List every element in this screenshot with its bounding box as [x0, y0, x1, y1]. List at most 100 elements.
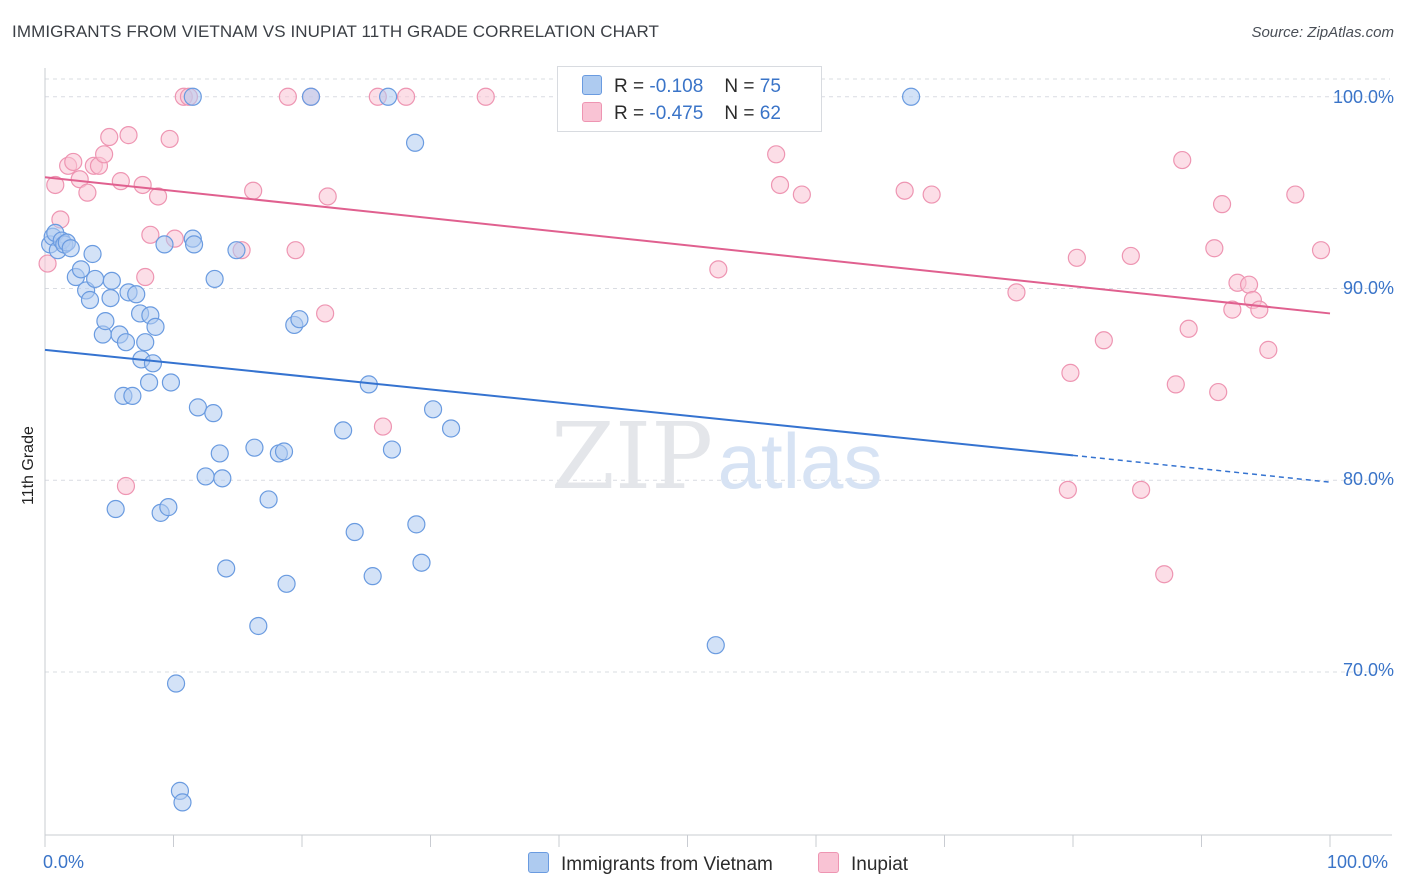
inupiat-point [119, 126, 138, 145]
inupiat-point [767, 145, 786, 164]
watermark-zip: ZIP [551, 403, 713, 510]
inupiat-point [133, 175, 152, 195]
vietnam-point [71, 260, 91, 279]
inupiat-point [1223, 300, 1242, 319]
vietnam-point [274, 442, 294, 461]
inupiat-point [78, 183, 97, 202]
vietnam-point [301, 87, 321, 106]
y-tick-label-80: 80.0% [1342, 469, 1394, 489]
vietnam-point [143, 354, 163, 373]
inupiat-point [1250, 300, 1269, 319]
vietnam-point [183, 87, 202, 106]
legend-swatch-vietnam [528, 852, 549, 873]
vietnam-point [382, 440, 402, 459]
inupiat-point [476, 87, 495, 106]
inupiat-point [160, 129, 179, 149]
vietnam-point [249, 616, 268, 636]
legend-item-vietnam: Immigrants from Vietnam [528, 852, 773, 876]
inupiat-point [1094, 331, 1113, 350]
vietnam-swatch [582, 75, 602, 95]
inupiat-point [1239, 275, 1259, 294]
n-label: N = [724, 103, 755, 124]
y-tick-label-90: 90.0% [1342, 278, 1394, 298]
inupiat-point [148, 187, 168, 206]
legend-label-inupiat: Inupiat [851, 854, 909, 875]
inupiat-point [95, 145, 114, 164]
vietnam-point [101, 289, 120, 308]
vietnam-point [706, 636, 725, 655]
inupiat-point [1205, 239, 1224, 258]
inupiat-point [1155, 565, 1174, 584]
vietnam-point [155, 235, 174, 254]
inupiat-point [1067, 248, 1086, 267]
inupiat-point [100, 127, 119, 147]
vietnam-point [196, 467, 215, 486]
inupiat-point [318, 187, 337, 206]
vietnam-point [116, 333, 136, 352]
vietnam-point [345, 522, 364, 542]
vietnam-point [210, 444, 229, 463]
inupiat-point [1212, 195, 1232, 214]
inupiat-point [1173, 150, 1192, 170]
inupiat-point [1061, 363, 1080, 382]
vietnam-point [80, 290, 100, 310]
vietnam-point [290, 310, 309, 329]
vietnam-point [412, 553, 431, 572]
inupiat-point [1166, 375, 1185, 394]
vietnam-point [106, 499, 125, 519]
vietnam-point [901, 87, 921, 106]
vietnam-trend-extension [1072, 454, 1331, 483]
inupiat-point [141, 225, 160, 244]
legend-label-vietnam: Immigrants from Vietnam [561, 854, 773, 875]
vietnam-point [83, 244, 102, 264]
vietnam-point [188, 398, 208, 417]
inupiat-point [373, 417, 393, 436]
source-label: Source: ZipAtlas.com [1251, 24, 1394, 41]
inupiat-point [278, 87, 297, 106]
vietnam-point [161, 373, 181, 392]
inupiat-point [1058, 480, 1077, 499]
vietnam-point [204, 404, 223, 423]
vietnam-point [217, 559, 236, 578]
vietnam-point [61, 239, 80, 258]
inupiat-point [64, 152, 83, 172]
vietnam-point [139, 373, 159, 392]
vietnam-point [173, 793, 192, 812]
vietnam-point [245, 438, 264, 457]
x-tick-label-left: 0.0% [43, 852, 85, 872]
inupiat-point [111, 172, 130, 191]
inupiat-point [244, 181, 263, 200]
inupiat-point [1132, 480, 1151, 499]
vietnam-point [136, 333, 155, 352]
axes [44, 68, 1392, 847]
stats-legend: R = -0.108 N = 75 R = -0.475 N = 62 [557, 66, 822, 132]
vietnam-point [277, 574, 296, 593]
inupiat-point [1179, 319, 1198, 338]
vietnam-points [41, 87, 921, 812]
inupiat-point [1121, 246, 1140, 266]
vietnam-point [146, 317, 165, 336]
vietnam-point [363, 567, 382, 586]
inupiat-trend-line [44, 176, 1331, 315]
inupiat-swatch [582, 102, 602, 122]
watermark-atlas: atlas [718, 417, 883, 505]
inupiat-point [1259, 340, 1278, 359]
vietnam-point [123, 386, 142, 405]
vietnam-point [96, 312, 115, 331]
inupiat-point [792, 185, 811, 204]
inupiat-point [38, 254, 57, 273]
vietnam-point [213, 469, 232, 488]
inupiat-point [709, 260, 728, 279]
vietnam-point [159, 498, 178, 517]
inupiat-point [286, 241, 305, 260]
vietnam-point [227, 241, 246, 260]
y-tick-label-100: 100.0% [1332, 87, 1394, 107]
vietnam-point [423, 400, 443, 419]
inupiat-point [922, 185, 941, 204]
inupiat-point [895, 181, 914, 200]
inupiat-point [396, 87, 416, 106]
vietnam-point [127, 285, 146, 304]
r-value-inupiat: -0.475 [649, 103, 704, 124]
r-label: R = [614, 103, 645, 124]
